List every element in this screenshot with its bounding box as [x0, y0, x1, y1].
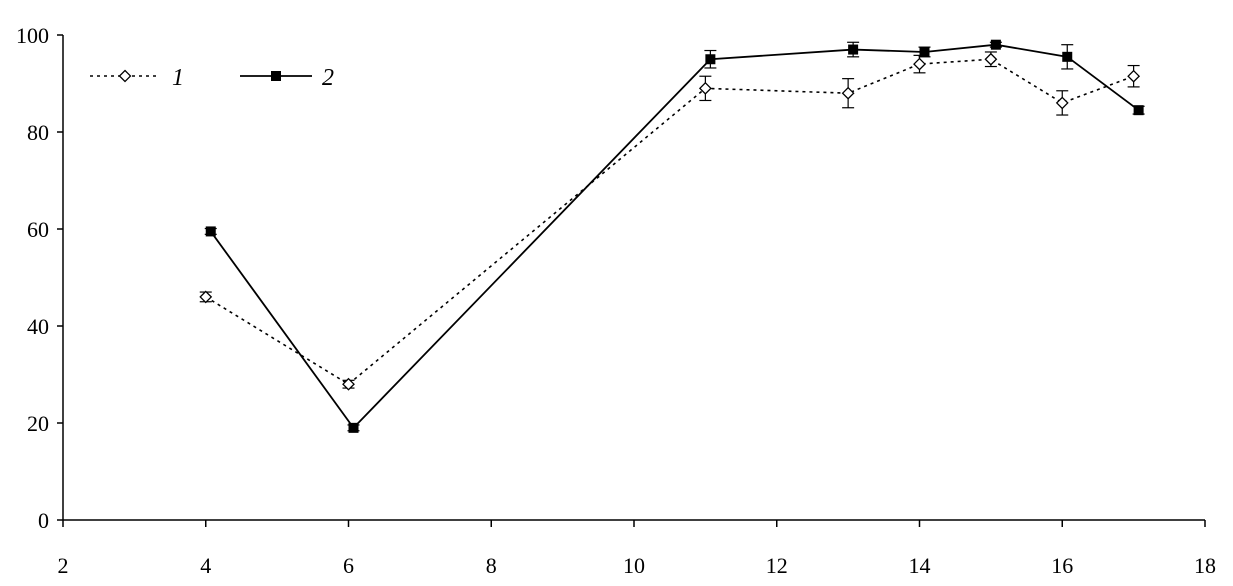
y-tick-label: 20: [27, 411, 49, 436]
series-2: [204, 39, 1145, 433]
legend-item-2: 2: [240, 65, 334, 91]
legend-marker-2: [271, 71, 281, 81]
y-tick-label: 60: [27, 217, 49, 242]
x-tick-label: 12: [766, 553, 788, 578]
data-point-1-1: [342, 377, 355, 391]
y-tick-label: 0: [38, 508, 49, 533]
data-point-1-7: [1127, 69, 1141, 83]
data-point-1-2: [698, 81, 712, 95]
data-point-1-6: [1055, 96, 1069, 110]
data-point-2-3: [848, 44, 859, 55]
data-point-2-5: [990, 39, 1001, 50]
x-tick-label: 10: [623, 553, 645, 578]
x-tick-label: 8: [486, 553, 497, 578]
legend-item-1: 1: [90, 65, 184, 91]
series-line-1: [205, 58, 1134, 386]
data-point-1-0: [199, 290, 213, 304]
data-point-2-7: [1133, 105, 1144, 116]
x-tick-label: 18: [1194, 553, 1216, 578]
x-tick-label: 14: [909, 553, 931, 578]
legend-label-2: 2: [322, 65, 334, 91]
data-point-2-4: [919, 46, 930, 57]
series-1: [199, 51, 1141, 391]
series-line-2: [210, 43, 1140, 430]
y-tick-label: 100: [16, 23, 49, 48]
data-point-2-0: [205, 226, 216, 237]
data-point-2-2: [705, 54, 716, 65]
x-tick-label: 4: [200, 553, 211, 578]
y-tick-label: 80: [27, 120, 49, 145]
data-point-1-3: [841, 86, 855, 100]
x-tick-label: 2: [58, 553, 69, 578]
data-point-1-5: [984, 52, 998, 66]
legend-label-1: 1: [172, 65, 184, 91]
series-layer: [199, 39, 1145, 433]
x-tick-label: 6: [343, 553, 354, 578]
data-point-1-4: [913, 57, 926, 71]
y-tick-label: 40: [27, 314, 49, 339]
x-tick-label: 16: [1051, 553, 1073, 578]
legend-marker-1: [118, 69, 132, 83]
data-point-2-6: [1062, 51, 1073, 62]
data-point-2-1: [348, 422, 359, 433]
